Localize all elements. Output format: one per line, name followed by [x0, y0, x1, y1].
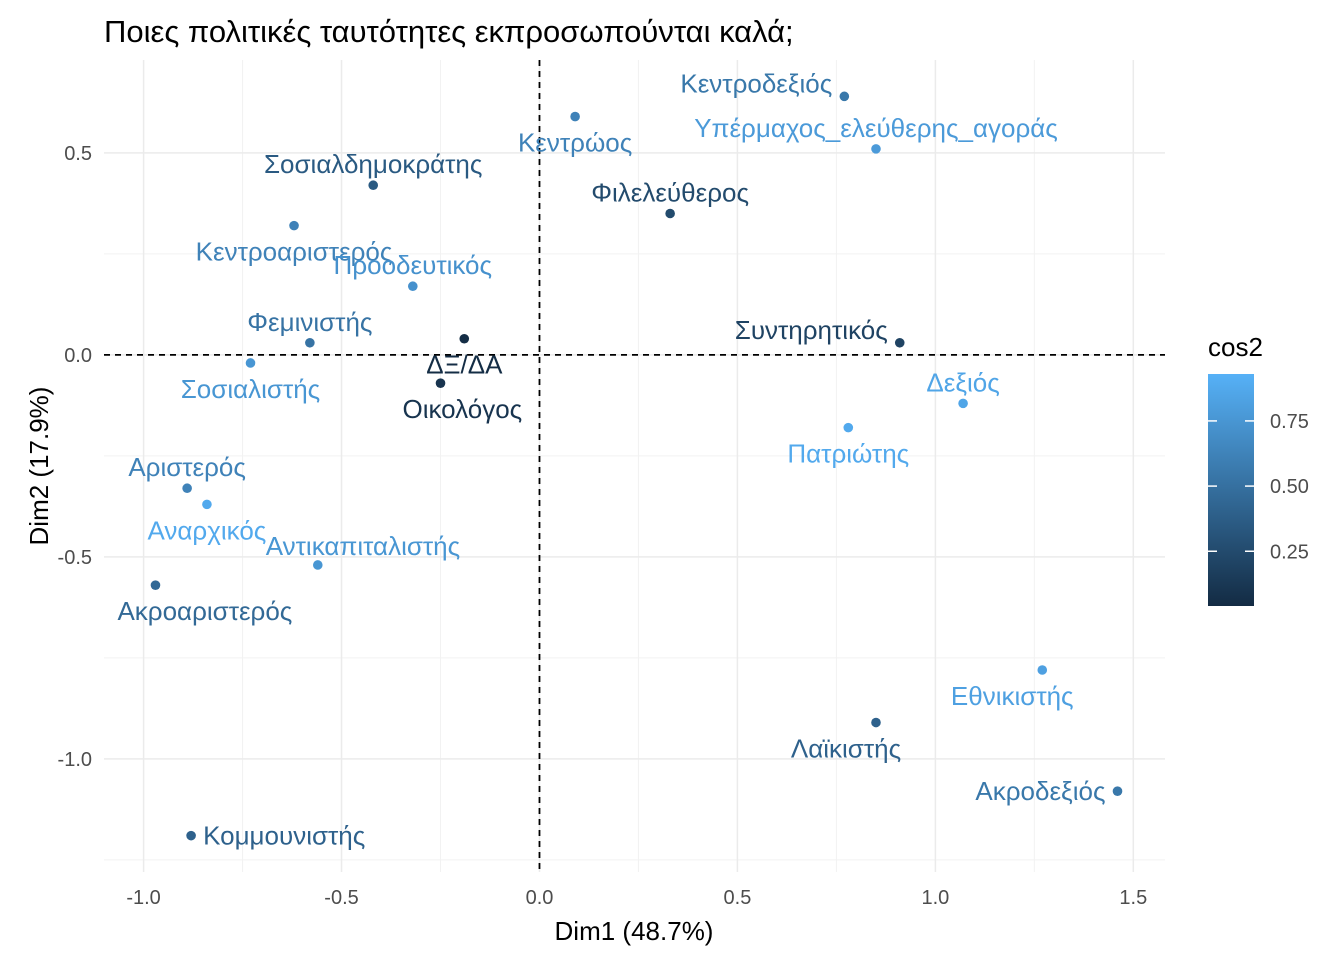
data-point: [312, 560, 323, 570]
point-label: Κομμουνιστής: [203, 821, 365, 851]
point-label: Πατριώτης: [787, 439, 909, 469]
point-label: Αριστερός: [128, 452, 246, 482]
point-label: Προοδευτικός: [334, 250, 493, 280]
data-point: [894, 337, 905, 348]
data-point: [150, 580, 161, 590]
data-point: [305, 337, 315, 348]
data-point: [1112, 786, 1123, 797]
point-label: Ακροαριστερός: [117, 596, 292, 626]
legend-title: cos2: [1208, 332, 1263, 362]
data-point: [570, 111, 580, 122]
y-tick-label: -0.5: [58, 547, 92, 569]
point-label: Κεντροδεξιός: [680, 68, 832, 98]
legend-colorbar: [1208, 374, 1254, 606]
point-labels: Κεντροδεξιός Υπέρμαχος_ελεύθερης_αγοράς Κε…: [117, 68, 1105, 850]
data-point: [202, 499, 212, 510]
point-label: Αντικαπιταλιστής: [266, 531, 460, 561]
point-label: Λαϊκιστής: [791, 734, 901, 764]
x-axis-ticks: -1.0 -0.5 0.0 0.5 1.0 1.5: [126, 887, 1147, 909]
y-tick-label: 0.5: [64, 143, 92, 165]
data-point: [289, 220, 299, 231]
legend: cos2 0.25 0.50 0.75: [1208, 332, 1309, 606]
point-label: Φεμινιστής: [247, 307, 372, 337]
x-tick-label: 1.5: [1119, 887, 1147, 909]
data-point: [186, 830, 196, 841]
point-label: Φιλελεύθερος: [591, 178, 749, 208]
data-point: [182, 483, 192, 494]
data-point: [1037, 665, 1048, 675]
legend-tick-label: 0.25: [1270, 541, 1309, 563]
point-label: Δεξιός: [926, 367, 999, 397]
reference-lines: [104, 60, 1165, 872]
data-point: [839, 91, 850, 102]
legend-tick-label: 0.75: [1270, 411, 1309, 433]
point-label: Εθνικιστής: [951, 681, 1074, 711]
point-label: Σοσιαλδημοκράτης: [264, 149, 482, 179]
point-label: Κεντρώος: [518, 128, 632, 158]
point-label: Κεντροαριστερός: [196, 237, 393, 267]
data-point: [871, 144, 881, 154]
x-tick-label: 0.5: [724, 887, 752, 909]
x-tick-label: -0.5: [324, 887, 358, 909]
y-axis-ticks: -1.0 -0.5 0.0 0.5: [58, 143, 92, 771]
data-point: [435, 378, 446, 388]
point-label: Αναρχικός: [148, 515, 267, 545]
y-tick-label: 0.0: [64, 345, 92, 367]
point-label: Οικολόγος: [403, 394, 523, 424]
point-label: ΔΞ/ΔΑ: [426, 350, 503, 380]
point-label: Συντηρητικός: [735, 315, 888, 345]
y-tick-label: -1.0: [58, 749, 92, 771]
y-axis-title: Dim2 (17.9%): [24, 387, 54, 546]
data-point: [665, 208, 675, 219]
legend-tick-label: 0.50: [1270, 476, 1309, 498]
x-tick-label: 1.0: [921, 887, 949, 909]
data-point: [958, 398, 968, 409]
data-point: [368, 180, 379, 191]
x-axis-title: Dim1 (48.7%): [555, 916, 714, 946]
point-label: Υπέρμαχος_ελεύθερης_αγοράς: [694, 113, 1058, 143]
data-point: [843, 422, 854, 433]
point-label: Ακροδεξιός: [975, 776, 1105, 806]
legend-ticks: 0.25 0.50 0.75: [1208, 411, 1309, 563]
x-tick-label: -1.0: [126, 887, 160, 909]
data-point: [245, 358, 256, 368]
chart-title: Ποιες πολιτικές ταυτότητες εκπροσωπούντα…: [104, 14, 794, 49]
point-label: Σοσιαλιστής: [181, 374, 320, 404]
data-point: [871, 717, 881, 728]
data-point: [407, 281, 418, 292]
x-tick-label: 0.0: [526, 887, 554, 909]
data-point: [459, 333, 470, 344]
points: [150, 91, 1123, 841]
